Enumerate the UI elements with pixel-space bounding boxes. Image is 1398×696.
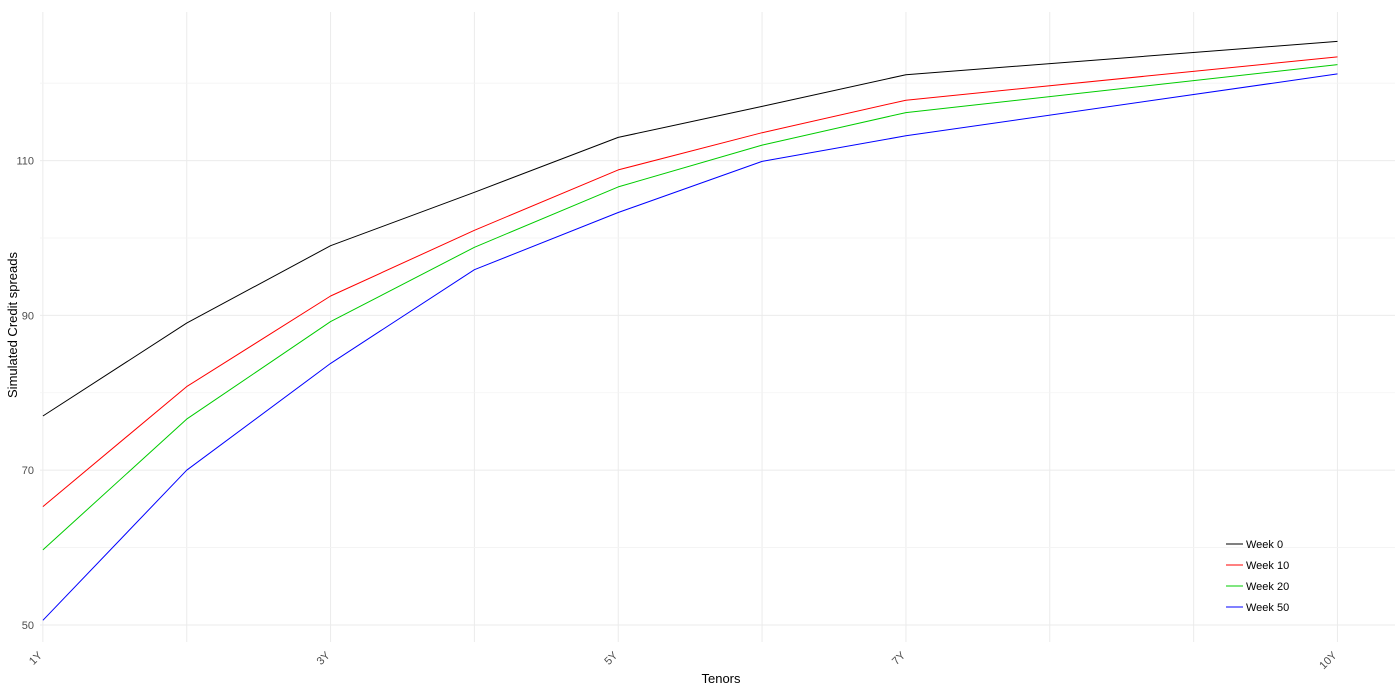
series-line-week-10 [42, 56, 1338, 507]
y-tick-label: 50 [22, 620, 34, 632]
x-tick-label: 10Y [1317, 649, 1340, 672]
series-lines [42, 40, 1338, 621]
y-tick-label: 90 [22, 310, 34, 322]
series-line-week-50 [42, 73, 1338, 621]
legend: Week 0 Week 10 Week 20 Week 50 [1226, 539, 1289, 614]
legend-item: Week 50 [1226, 602, 1289, 614]
x-tick-label: 3Y [315, 649, 333, 667]
y-axis-title: Simulated Credit spreads [5, 252, 20, 398]
x-tick-label: 5Y [602, 649, 620, 667]
legend-item: Week 0 [1226, 539, 1283, 551]
y-axis-ticks: 50 70 90 110 [16, 156, 34, 632]
series-line-week-20 [42, 64, 1338, 551]
x-tick-label: 1Y [27, 649, 45, 667]
legend-item: Week 20 [1226, 581, 1289, 593]
y-tick-label: 110 [16, 156, 34, 168]
y-tick-label: 70 [22, 465, 34, 477]
legend-label: Week 10 [1246, 560, 1289, 572]
x-axis-title: Tenors [701, 671, 741, 686]
legend-label: Week 20 [1246, 581, 1289, 593]
series-line-week-0 [42, 40, 1338, 417]
legend-item: Week 10 [1226, 560, 1289, 572]
grid-lines [40, 12, 1395, 642]
legend-label: Week 0 [1246, 539, 1283, 551]
x-axis-ticks: 1Y 3Y 5Y 7Y 10Y [27, 649, 1340, 672]
legend-label: Week 50 [1246, 602, 1289, 614]
x-tick-label: 7Y [890, 649, 908, 667]
